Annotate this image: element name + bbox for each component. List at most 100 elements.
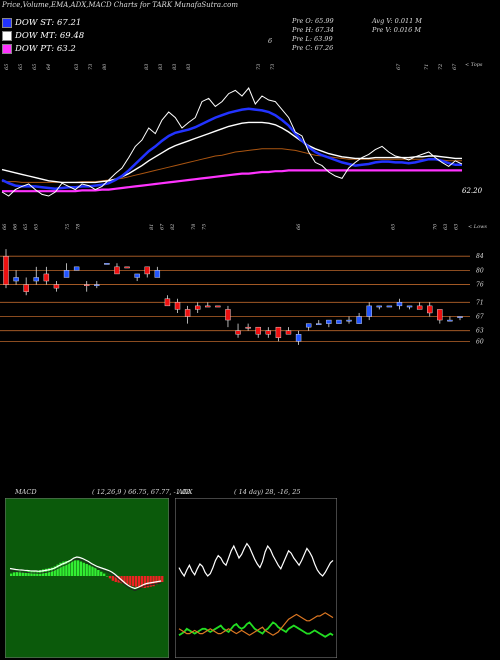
- macd-params: ( 12,26,9 ) 66.75, 67.77, -1.02: [92, 488, 191, 496]
- macd-histogram-bar: [79, 561, 83, 576]
- quote-low: Pre L: 63.99: [292, 35, 333, 43]
- candles: [3, 249, 463, 345]
- candle-body: [215, 305, 221, 308]
- macd-histogram-bar: [18, 571, 22, 576]
- candle-y-tick: 60: [476, 338, 484, 345]
- candle-body: [134, 273, 140, 278]
- top-label: 64: [46, 64, 52, 70]
- macd-histogram-bar: [91, 566, 94, 576]
- macd-histogram-bar: [126, 576, 129, 585]
- macd-histogram-bar: [123, 576, 126, 584]
- quote-close: Pre C: 67.26: [292, 44, 334, 52]
- macd-histogram-bar: [111, 576, 115, 581]
- legend-dow-mt-label: DOW MT: 69.48: [15, 31, 85, 41]
- low-label: 65: [391, 224, 397, 230]
- adx-lines: [178, 542, 334, 638]
- ema-lines: [1, 87, 463, 197]
- macd-histogram-bar: [27, 571, 30, 576]
- candle-body: [447, 319, 453, 322]
- top-label: 73: [88, 64, 94, 70]
- low-label: 82: [170, 224, 176, 230]
- price-ema-chart: < Tops < Lows 62.20 65 65 65 64 63 73 80 83 83 83…: [1, 62, 487, 230]
- quote-high: Pre H: 67.34: [292, 26, 334, 34]
- series-price: [1, 87, 463, 197]
- lows-labels: 66 66 65 65 75 78 81 67 82 78 75 66 65 70 63 63: [2, 223, 460, 230]
- candle-body: [235, 330, 241, 335]
- quote-avg-volume: Avg V: 0.011 M: [372, 17, 422, 25]
- legend-swatch-white: [2, 31, 12, 41]
- low-label: 66: [13, 223, 19, 230]
- candle-body: [114, 266, 120, 275]
- candle-body: [356, 316, 362, 324]
- candle-body: [63, 270, 70, 278]
- low-label: 75: [202, 224, 208, 230]
- candle-body: [124, 266, 130, 269]
- macd-histogram-bar: [108, 576, 112, 579]
- candle-body: [416, 305, 423, 310]
- candle-body: [386, 305, 393, 308]
- adx-title: ADX: [178, 488, 193, 496]
- macd-histogram-bar: [94, 567, 97, 576]
- macd-histogram-bar: [56, 564, 59, 576]
- adx-params: ( 14 day) 28, -16, 25: [234, 488, 301, 496]
- macd-histogram-bar: [105, 576, 109, 577]
- candle-body: [295, 334, 302, 342]
- signal-line: [9, 558, 162, 591]
- series-ema-white: [1, 121, 462, 184]
- legend-swatch-magenta: [2, 44, 12, 54]
- macd-histogram-bar: [36, 571, 39, 576]
- misc-marker: 6: [268, 37, 273, 45]
- adx-series-minus-di: [178, 612, 334, 636]
- macd-histogram-bar: [68, 560, 71, 576]
- macd-histogram-bar: [143, 576, 146, 588]
- candle-body: [366, 305, 372, 317]
- candle-body: [33, 277, 39, 282]
- adx-chart: [175, 498, 337, 658]
- low-label: 63: [443, 224, 449, 230]
- last-price-label: 62.20: [462, 187, 483, 195]
- macd-title: MACD: [15, 488, 37, 496]
- macd-histogram-bar: [158, 576, 161, 583]
- low-label: 70: [433, 223, 439, 230]
- low-label: 66: [296, 223, 302, 230]
- candle-body: [73, 266, 80, 271]
- top-label: 65: [32, 64, 38, 70]
- candle-body: [437, 309, 443, 321]
- macd-histogram-bar: [59, 562, 62, 576]
- macd-histogram-bar: [10, 573, 13, 576]
- candle-body: [144, 266, 150, 275]
- low-label: 78: [191, 224, 197, 230]
- candle-body: [104, 263, 110, 265]
- macd-histogram-bar: [140, 576, 144, 588]
- legend-dow-mt: DOW MT: 69.48: [2, 31, 84, 41]
- macd-histogram-bar: [50, 567, 54, 576]
- macd-histogram-bar: [62, 561, 65, 576]
- macd-histogram-bar: [129, 576, 132, 586]
- candle-body: [154, 270, 161, 278]
- macd-histogram-bar: [100, 571, 103, 576]
- candle-body: [255, 326, 261, 335]
- top-label: 83: [172, 64, 178, 70]
- top-label: 83: [144, 64, 150, 70]
- macd-histogram-bar: [76, 560, 80, 576]
- quote-prev-volume: Pre V: 0.016 M: [372, 26, 422, 34]
- top-label: 65: [4, 64, 10, 70]
- series-ema-magenta: [2, 169, 462, 193]
- low-label: 66: [2, 223, 8, 230]
- candle-body: [396, 302, 403, 307]
- top-label: 63: [74, 64, 80, 70]
- quote-open: Pre O: 65.99: [292, 17, 334, 25]
- top-label: 67: [396, 63, 402, 70]
- candle-body: [265, 330, 272, 335]
- candle-body: [427, 305, 433, 314]
- low-label: 65: [34, 224, 40, 230]
- macd-histogram-bar: [149, 576, 152, 587]
- top-label: 83: [158, 64, 164, 70]
- tops-labels: 65 65 65 64 63 73 80 83 83 83 83 73 73 67 71 72 67: [4, 63, 458, 70]
- tops-edge-label: < Tops: [465, 62, 483, 68]
- chart-header: Price,Volume,EMA,ADX,MACD Charts for TAR…: [2, 1, 239, 9]
- adx-panel-bg: [175, 498, 337, 658]
- candle-body: [53, 284, 60, 289]
- macd-histogram-bar: [102, 573, 106, 576]
- macd-histogram-bar: [53, 566, 56, 576]
